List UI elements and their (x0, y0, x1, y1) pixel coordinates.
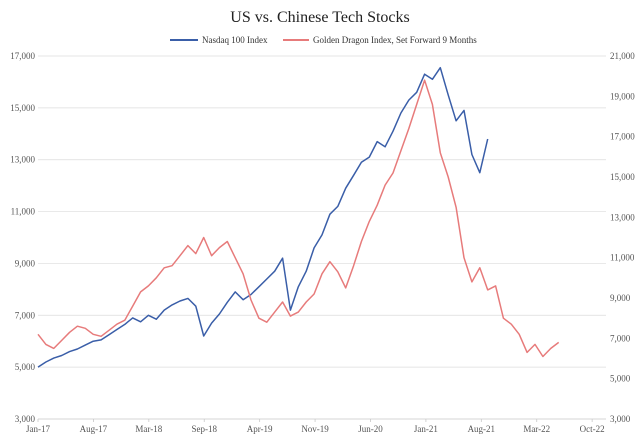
x-tick-label: Nov-19 (301, 424, 329, 434)
x-axis-ticks: Jan-17 Aug-17 Mar-18 Sep-18 Apr-19 Nov-19 Jun-… (26, 419, 605, 434)
left-tick-label: 9,000 (15, 258, 36, 268)
left-tick-label: 3,000 (15, 414, 36, 424)
right-tick-label: 15,000 (610, 172, 635, 182)
series-line-golden-dragon (37, 79, 560, 358)
legend-label-golden-dragon: Golden Dragon Index, Set Forward 9 Month… (313, 35, 477, 45)
right-tick-label: 13,000 (610, 212, 635, 222)
right-tick-label: 11,000 (610, 253, 635, 263)
x-tick-label: Jan-21 (414, 424, 438, 434)
left-tick-label: 13,000 (10, 155, 35, 165)
series-lines (37, 66, 560, 368)
right-axis-ticks: 3,000 5,000 7,000 9,000 11,000 13,000 15,000 17… (610, 51, 635, 424)
legend-label-nasdaq: Nasdaq 100 Index (202, 35, 268, 45)
right-tick-label: 19,000 (610, 91, 635, 101)
x-tick-label: Apr-19 (247, 424, 273, 434)
left-axis-ticks: 3,000 5,000 7,000 9,000 11,000 13,000 15,000 17… (10, 51, 35, 424)
x-tick-label: Jan-17 (26, 424, 50, 434)
series-line-nasdaq (37, 66, 489, 368)
x-tick-label: Jun-20 (358, 424, 383, 434)
left-tick-label: 11,000 (11, 207, 36, 217)
right-tick-label: 9,000 (610, 293, 631, 303)
x-tick-label: Aug-21 (468, 424, 496, 434)
left-tick-label: 7,000 (15, 310, 36, 320)
x-tick-label: Aug-17 (80, 424, 108, 434)
gridlines (38, 55, 606, 420)
legend: Nasdaq 100 Index Golden Dragon Index, Se… (170, 35, 477, 45)
x-tick-label: Sep-18 (191, 424, 217, 434)
chart-title: US vs. Chinese Tech Stocks (230, 9, 409, 26)
left-tick-label: 15,000 (10, 103, 35, 113)
x-tick-label: Oct-22 (580, 424, 605, 434)
x-tick-label: Mar-22 (523, 424, 550, 434)
right-tick-label: 3,000 (610, 414, 631, 424)
right-tick-label: 7,000 (610, 333, 631, 343)
right-tick-label: 17,000 (610, 132, 635, 142)
left-tick-label: 5,000 (15, 362, 36, 372)
right-tick-label: 21,000 (610, 51, 635, 61)
x-tick-label: Mar-18 (135, 424, 162, 434)
left-tick-label: 17,000 (10, 51, 35, 61)
right-tick-label: 5,000 (610, 374, 631, 384)
